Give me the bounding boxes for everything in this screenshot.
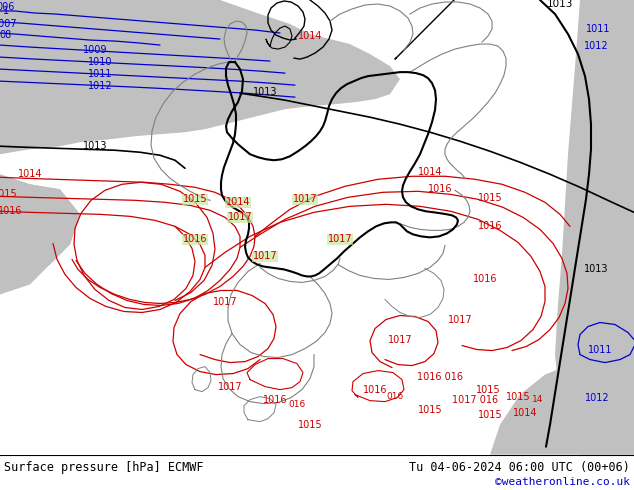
Text: 1017: 1017 [212, 297, 237, 308]
Text: 1017: 1017 [228, 212, 252, 222]
Text: 016: 016 [386, 392, 404, 401]
Text: 1017: 1017 [293, 195, 317, 204]
Text: 1016: 1016 [363, 385, 387, 394]
Polygon shape [490, 335, 634, 455]
Text: 1014: 1014 [298, 31, 322, 41]
Text: 1016: 1016 [473, 274, 497, 284]
Polygon shape [0, 0, 80, 455]
Text: 1016: 1016 [0, 206, 22, 216]
Text: 1009: 1009 [83, 45, 107, 55]
Text: 1011: 1011 [586, 24, 611, 34]
Text: 1014: 1014 [418, 167, 443, 177]
Text: 1016 016: 1016 016 [417, 371, 463, 382]
Text: 1015: 1015 [477, 194, 502, 203]
Text: 1011: 1011 [588, 344, 612, 355]
Text: 1013: 1013 [584, 265, 608, 274]
Text: 1014: 1014 [18, 169, 42, 179]
Text: 1017 016: 1017 016 [452, 394, 498, 405]
Text: 1010: 1010 [87, 57, 112, 67]
Text: 1015: 1015 [298, 419, 322, 430]
Text: 1015: 1015 [476, 385, 500, 394]
Polygon shape [0, 0, 400, 154]
Text: 1017: 1017 [328, 234, 353, 245]
Text: 1011: 1011 [87, 69, 112, 79]
Text: Surface pressure [hPa] ECMWF: Surface pressure [hPa] ECMWF [4, 461, 204, 474]
Text: 1016: 1016 [478, 221, 502, 231]
Text: 1015: 1015 [0, 189, 17, 199]
Text: 1017: 1017 [217, 382, 242, 392]
Text: 1016: 1016 [428, 184, 452, 195]
Text: 1017: 1017 [253, 251, 277, 261]
Text: 1013: 1013 [547, 0, 573, 9]
Text: 1012: 1012 [584, 41, 608, 51]
Text: 1015: 1015 [506, 392, 530, 402]
Text: Tu 04-06-2024 06:00 UTC (00+06): Tu 04-06-2024 06:00 UTC (00+06) [409, 461, 630, 474]
Text: 1: 1 [3, 6, 9, 16]
Text: ©weatheronline.co.uk: ©weatheronline.co.uk [495, 477, 630, 487]
Text: 1015: 1015 [477, 410, 502, 419]
Text: 016: 016 [288, 400, 306, 409]
Text: 006: 006 [0, 2, 15, 12]
Text: 1014: 1014 [226, 197, 250, 207]
Text: 1017: 1017 [387, 335, 412, 344]
Text: 1013: 1013 [83, 141, 107, 151]
Text: 1007: 1007 [0, 19, 17, 29]
Text: 1015: 1015 [418, 405, 443, 415]
Text: 1012: 1012 [87, 81, 112, 91]
Polygon shape [0, 174, 80, 294]
Text: 1016: 1016 [262, 394, 287, 405]
Text: 1014: 1014 [513, 408, 537, 417]
Text: 1016: 1016 [183, 234, 207, 245]
Text: 1012: 1012 [585, 392, 609, 403]
Text: 1015: 1015 [183, 195, 207, 204]
Polygon shape [555, 0, 634, 455]
Text: 1013: 1013 [253, 87, 277, 97]
Text: 1017: 1017 [448, 315, 472, 324]
Text: 14: 14 [533, 395, 544, 404]
Text: 08: 08 [0, 30, 11, 40]
